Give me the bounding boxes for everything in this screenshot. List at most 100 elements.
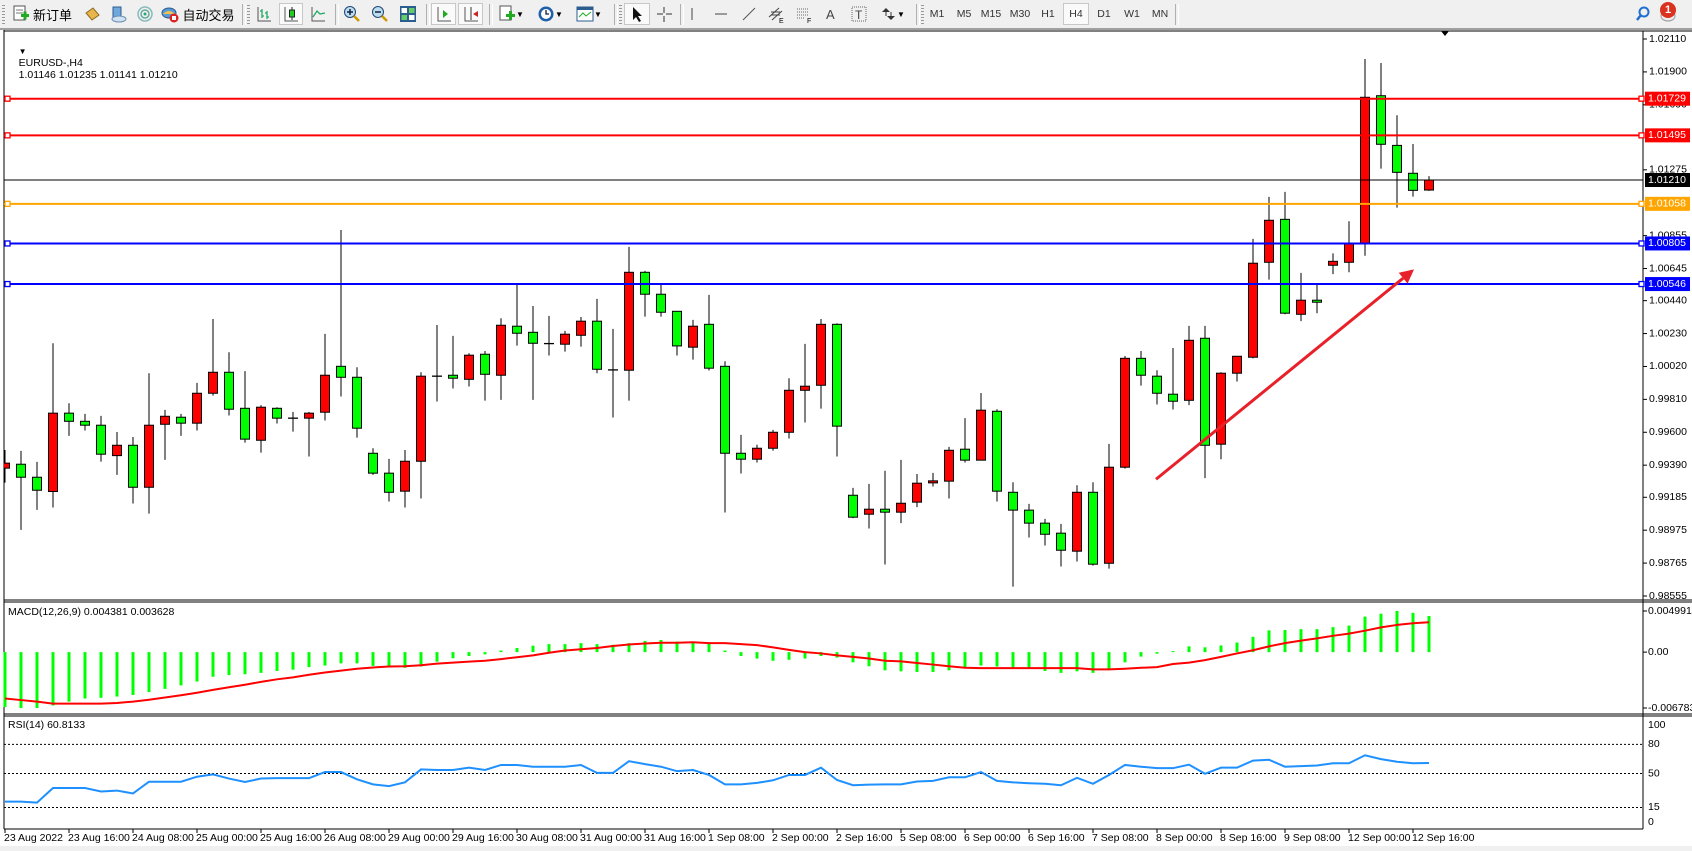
candle-body bbox=[1072, 491, 1082, 552]
new-order-button[interactable]: 新订单 bbox=[8, 3, 76, 25]
horizontal-line-icon bbox=[715, 13, 727, 15]
horizontal-line-button[interactable] bbox=[709, 3, 733, 25]
time-axis-label: 7 Sep 08:00 bbox=[1092, 832, 1149, 844]
metaeditor-button[interactable] bbox=[80, 3, 104, 25]
arrows-dropdown[interactable]: ▼ bbox=[874, 3, 910, 25]
timeframe-m1-button[interactable]: M1 bbox=[929, 8, 945, 20]
chart-header: ▼ EURUSD-,H4 1.01146 1.01235 1.01141 1.0… bbox=[7, 33, 178, 93]
price-label-box bbox=[1645, 196, 1690, 211]
macd-histogram-bar bbox=[211, 652, 215, 677]
candle bbox=[800, 343, 810, 423]
navigator-button[interactable] bbox=[106, 3, 130, 25]
candle bbox=[544, 315, 554, 356]
time-axis-label: 26 Aug 08:00 bbox=[324, 832, 386, 844]
candlestick-button[interactable] bbox=[279, 3, 303, 25]
macd-histogram-bar bbox=[1331, 627, 1335, 653]
zoom-out-button[interactable] bbox=[368, 3, 392, 25]
price-label: 1.01058 bbox=[1648, 198, 1686, 210]
macd-histogram-bar bbox=[787, 652, 791, 660]
indicators-icon bbox=[499, 5, 515, 21]
candle-body bbox=[1168, 393, 1178, 402]
vertical-line-button[interactable] bbox=[680, 3, 704, 25]
notification-badge: 1 bbox=[1660, 2, 1676, 18]
candle bbox=[112, 431, 122, 475]
candle-body bbox=[224, 371, 234, 410]
crosshair-button[interactable] bbox=[652, 3, 676, 25]
fibonacci-button[interactable]: F bbox=[792, 3, 816, 25]
candle bbox=[160, 409, 170, 460]
svg-text:F: F bbox=[807, 18, 811, 23]
candle bbox=[944, 446, 954, 499]
time-axis-label: 12 Sep 00:00 bbox=[1348, 832, 1411, 844]
templates-dropdown[interactable]: ▼ bbox=[572, 3, 606, 25]
candle-body bbox=[304, 412, 314, 419]
candle bbox=[560, 330, 570, 352]
macd-histogram-bar bbox=[1315, 629, 1319, 653]
candle-body bbox=[368, 452, 378, 474]
text-label-button[interactable]: T bbox=[847, 3, 871, 25]
equidistant-channel-icon: E bbox=[768, 7, 784, 23]
timeframe-h4-button[interactable]: H4 bbox=[1063, 3, 1089, 25]
timeframe-w1-button[interactable]: W1 bbox=[1124, 8, 1140, 20]
zoom-in-button[interactable] bbox=[340, 3, 364, 25]
indicators-dropdown[interactable]: ▼ bbox=[494, 3, 528, 25]
candle-body bbox=[144, 424, 154, 488]
candle bbox=[48, 343, 58, 508]
chart-shift-icon bbox=[464, 7, 478, 22]
timeframe-h1-button[interactable]: H1 bbox=[1041, 8, 1055, 20]
toolbar-grip[interactable] bbox=[619, 5, 622, 24]
timeframe-m5-button[interactable]: M5 bbox=[956, 8, 972, 20]
toolbar-grip[interactable] bbox=[247, 5, 250, 24]
macd-histogram-bar bbox=[1395, 611, 1399, 653]
periods-dropdown[interactable]: ▼ bbox=[533, 3, 567, 25]
bar-chart-button[interactable] bbox=[252, 3, 276, 25]
equidistant-channel-button[interactable]: E bbox=[764, 3, 788, 25]
price-tick-label: 0.99185 bbox=[1649, 491, 1687, 503]
collapse-triangle-icon[interactable]: ▼ bbox=[18, 47, 27, 56]
line-chart-button[interactable] bbox=[306, 3, 330, 25]
vertical-line-icon bbox=[691, 8, 693, 20]
trendline-button[interactable] bbox=[737, 3, 761, 25]
cursor-button[interactable] bbox=[624, 3, 650, 25]
macd-histogram-bar bbox=[371, 652, 375, 666]
timeframe-m15-button[interactable]: M15 bbox=[980, 8, 1002, 20]
line-anchor-handle bbox=[1638, 200, 1645, 207]
candle bbox=[704, 294, 714, 371]
candle-body bbox=[240, 407, 250, 440]
line-anchor-handle bbox=[4, 280, 11, 288]
candle bbox=[80, 413, 90, 431]
macd-histogram-bar bbox=[979, 652, 983, 666]
candle-body bbox=[1088, 491, 1098, 565]
macd-histogram-bar bbox=[1171, 651, 1175, 653]
timeframe-mn-button[interactable]: MN bbox=[1151, 8, 1169, 20]
timeframe-m30-button[interactable]: M30 bbox=[1009, 8, 1031, 20]
toolbar-grip[interactable] bbox=[921, 5, 924, 24]
macd-histogram-bar bbox=[1251, 636, 1255, 653]
chart-canvas[interactable]: 1.021101.019001.016901.012751.008551.006… bbox=[0, 30, 1692, 851]
line-anchor-handle bbox=[1638, 95, 1645, 102]
text-button[interactable]: A bbox=[819, 3, 843, 25]
toolbar-grip[interactable] bbox=[2, 5, 5, 24]
search-button[interactable] bbox=[1632, 3, 1654, 25]
signals-button[interactable] bbox=[133, 3, 157, 25]
rsi-title: RSI(14) 60.8133 bbox=[8, 719, 86, 731]
auto-trading-button[interactable]: 自动交易 bbox=[160, 3, 236, 25]
chart-window[interactable]: 1.021101.019001.016901.012751.008551.006… bbox=[0, 30, 1692, 851]
candle-body bbox=[336, 365, 346, 378]
candle bbox=[1072, 485, 1082, 562]
candle-body bbox=[944, 449, 954, 482]
price-label-box bbox=[1645, 128, 1690, 143]
timeframe-d1-button[interactable]: D1 bbox=[1097, 8, 1111, 20]
price-tick-label: 0.98765 bbox=[1649, 557, 1687, 569]
auto-scroll-button[interactable] bbox=[431, 3, 456, 25]
price-label-box bbox=[1645, 91, 1690, 106]
auto-scroll-icon bbox=[437, 7, 451, 22]
candle-body bbox=[256, 406, 266, 441]
candle-body bbox=[768, 431, 778, 449]
macd-histogram-bar bbox=[1379, 613, 1383, 653]
macd-histogram-bar bbox=[19, 652, 23, 709]
macd-histogram-bar bbox=[163, 652, 167, 689]
chart-shift-button[interactable] bbox=[458, 3, 483, 25]
tile-windows-button[interactable] bbox=[396, 3, 420, 25]
trend-arrow-head bbox=[1398, 269, 1414, 284]
